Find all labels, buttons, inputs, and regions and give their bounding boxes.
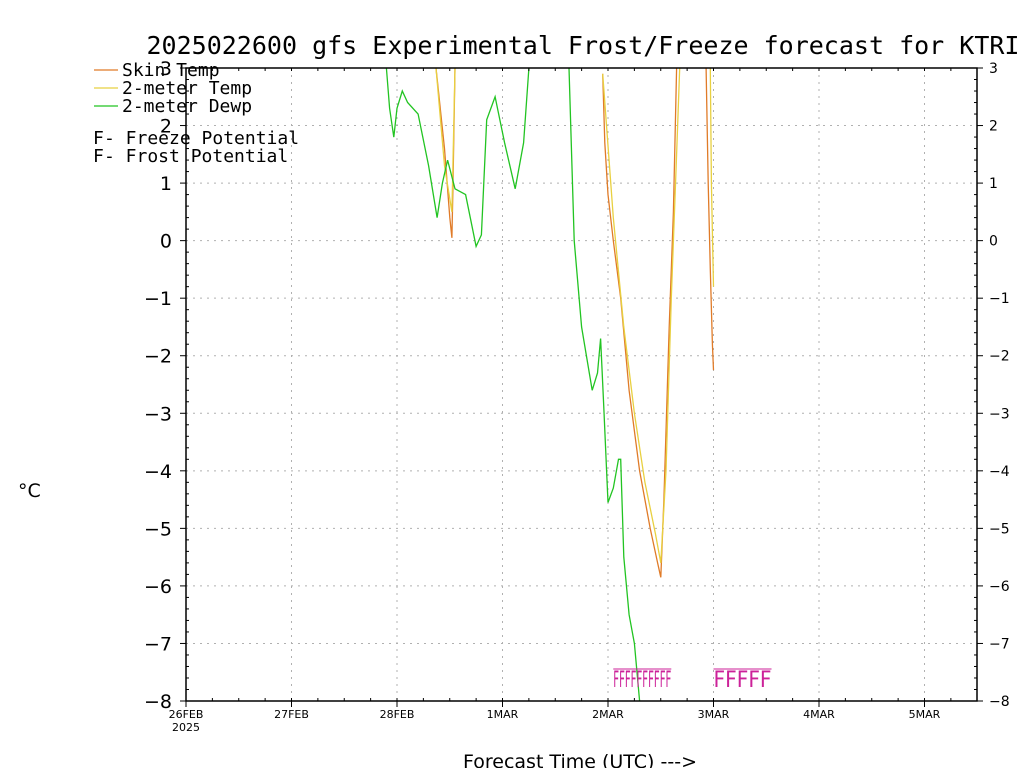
- y-tick-label-left: −5: [144, 518, 172, 540]
- legend-label: - Frost Potential: [104, 146, 288, 167]
- y-tick-label-right: 0: [989, 234, 998, 250]
- y-axis-ticks: −8 −8 −7 −7 −6 −6 −5 −5 −4 −4 −3 −3 −2 −2 −1 −1 0 0 1 1 2 2 3 3: [144, 58, 1010, 713]
- freeze-potential-marker: F: [613, 668, 619, 693]
- series-line-2-meter-dewp: [385, 67, 530, 249]
- freeze-potential-marker: F: [714, 668, 726, 693]
- x-tick-label: 5MAR: [909, 708, 941, 721]
- y-tick-label-right: −5: [989, 521, 1010, 537]
- freeze-potential-marker: F: [625, 668, 631, 693]
- legend-label: 2-meter Temp: [122, 78, 252, 99]
- x-axis-title: Forecast Time (UTC) --->: [463, 751, 697, 768]
- legend-label: 2-meter Dewp: [122, 96, 252, 117]
- x-tick-label: 28FEB: [380, 708, 415, 721]
- y-tick-label-right: −8: [989, 694, 1010, 710]
- legend-label: - Freeze Potential: [104, 128, 299, 149]
- x-tick-label: 27FEB: [274, 708, 309, 721]
- x-tick-label: 26FEB: [169, 708, 204, 721]
- y-tick-label-right: −7: [989, 636, 1010, 652]
- freeze-potential-marker: F: [636, 668, 642, 693]
- legend-marker: F: [93, 146, 104, 167]
- freeze-potential-marker: F: [631, 668, 637, 693]
- freeze-potential-marker: F: [725, 668, 737, 693]
- legend-label: Skin Temp: [122, 60, 220, 81]
- x-tick-sublabel: 2025: [172, 721, 200, 734]
- y-tick-label-right: 3: [989, 61, 998, 77]
- y-tick-label-right: −4: [989, 464, 1010, 480]
- y-tick-label-left: 1: [160, 173, 172, 195]
- series-line-2-meter-temp: [709, 67, 715, 287]
- freeze-potential-marker: F: [737, 668, 749, 693]
- freeze-potential-marker: F: [619, 668, 625, 693]
- y-axis-title: °C: [18, 480, 41, 502]
- y-tick-label-right: 1: [989, 176, 998, 192]
- series-line-skin-temp: [602, 67, 678, 578]
- freeze-potential-marker: F: [648, 668, 654, 693]
- freeze-potential-marker: F: [748, 668, 760, 693]
- y-tick-label-right: 2: [989, 119, 998, 135]
- x-tick-label: 4MAR: [803, 708, 835, 721]
- series-line-2-meter-temp: [435, 67, 456, 213]
- freeze-potential-marker: F: [665, 668, 671, 693]
- y-tick-label-left: −4: [144, 461, 172, 483]
- y-tick-label-right: −3: [989, 406, 1010, 422]
- freeze-potential-marker: F: [642, 668, 648, 693]
- freeze-potential-marker: F: [654, 668, 660, 693]
- y-tick-label-left: 2: [160, 116, 172, 138]
- series-line-skin-temp: [705, 67, 715, 371]
- y-tick-label-right: −6: [989, 579, 1010, 595]
- plot-frame: [185, 67, 978, 702]
- y-tick-label-left: −3: [144, 403, 172, 425]
- x-tick-label: 2MAR: [592, 708, 624, 721]
- y-tick-label-right: −1: [989, 291, 1010, 307]
- y-tick-label-left: −1: [144, 288, 172, 310]
- chart-title: 2025022600 gfs Experimental Frost/Freeze…: [147, 31, 1020, 60]
- series-line-2-meter-temp: [602, 67, 681, 564]
- grid-lines: [186, 68, 977, 701]
- y-tick-label-left: −7: [144, 633, 172, 655]
- legend-marker: F: [93, 128, 104, 149]
- x-tick-label: 3MAR: [698, 708, 730, 721]
- series-lines: [385, 67, 715, 702]
- freeze-potential-marker: F: [660, 668, 666, 693]
- y-tick-label-left: −6: [144, 576, 172, 598]
- y-tick-label-left: −8: [144, 691, 172, 713]
- x-tick-label: 1MAR: [487, 708, 519, 721]
- y-tick-label-right: −2: [989, 349, 1010, 365]
- series-line-2-meter-dewp: [568, 67, 641, 702]
- y-tick-label-left: −2: [144, 346, 172, 368]
- y-tick-label-left: 0: [160, 231, 172, 253]
- y-tick-label-left: 3: [160, 58, 172, 80]
- freeze-potential-marker: F: [760, 668, 772, 693]
